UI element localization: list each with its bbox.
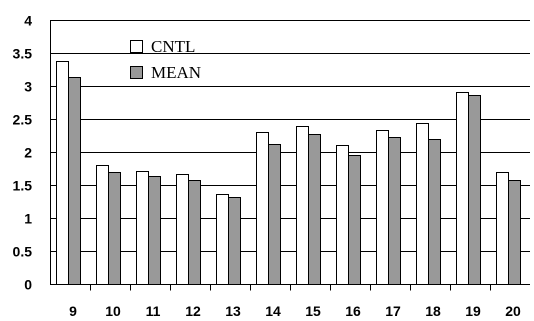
bar-mean-9	[68, 77, 81, 285]
bar-mean-11	[148, 176, 161, 285]
y-tick-label: 1.5	[13, 178, 33, 194]
x-tick-label: 15	[305, 303, 321, 319]
bar-mean-20	[508, 180, 521, 285]
bar-cntl-16	[336, 145, 349, 285]
axes	[50, 20, 530, 291]
bar-mean-13	[228, 197, 241, 285]
bar-cntl-9	[56, 61, 69, 285]
y-tick-label: 1	[24, 211, 32, 227]
bar-cntl-18	[416, 123, 429, 285]
x-tick-label: 13	[225, 303, 241, 319]
y-tick-label: 0	[24, 277, 32, 293]
tick-labels: 0 0.5 1 1.5 2 2.5 3 3.5 4 9 10 11 12 13 14 15 16 17 18 19 20	[13, 13, 521, 320]
x-tick-label: 10	[105, 303, 121, 319]
legend-label-mean: MEAN	[151, 63, 201, 82]
x-tick-label: 14	[265, 303, 281, 319]
bar-series	[56, 61, 521, 285]
bar-cntl-11	[136, 171, 149, 285]
x-tick-label: 20	[505, 303, 521, 319]
x-tick-label: 12	[185, 303, 201, 319]
legend-swatch-cntl	[130, 40, 143, 53]
x-tick-label: 17	[385, 303, 401, 319]
y-tick-label: 2.5	[13, 112, 33, 128]
bar-cntl-17	[376, 130, 389, 285]
bar-cntl-15	[296, 126, 309, 285]
bar-mean-15	[308, 134, 321, 285]
y-tick-label: 4	[24, 13, 32, 29]
bar-cntl-10	[96, 165, 109, 285]
legend-swatch-mean	[130, 66, 143, 79]
bar-mean-14	[268, 144, 281, 285]
bar-mean-16	[348, 155, 361, 285]
legend: CNTL MEAN	[130, 37, 201, 82]
bar-cntl-12	[176, 174, 189, 285]
x-tick-label: 9	[69, 303, 77, 319]
bar-mean-10	[108, 172, 121, 285]
bar-mean-17	[388, 137, 401, 285]
bar-cntl-13	[216, 194, 229, 285]
bar-cntl-20	[496, 172, 509, 285]
bar-mean-18	[428, 139, 441, 285]
y-tick-label: 0.5	[13, 244, 33, 260]
gridlines	[50, 20, 530, 252]
x-tick-label: 19	[465, 303, 481, 319]
y-tick-label: 3	[24, 79, 32, 95]
y-tick-label: 2	[24, 145, 32, 161]
legend-label-cntl: CNTL	[151, 37, 195, 56]
bar-cntl-14	[256, 132, 269, 285]
y-tick-label: 3.5	[13, 46, 33, 62]
x-tick-label: 18	[425, 303, 441, 319]
x-tick-label: 11	[146, 303, 161, 319]
bar-cntl-19	[456, 92, 469, 285]
bar-mean-12	[188, 180, 201, 285]
bar-mean-19	[468, 95, 481, 285]
x-tick-label: 16	[345, 303, 361, 319]
